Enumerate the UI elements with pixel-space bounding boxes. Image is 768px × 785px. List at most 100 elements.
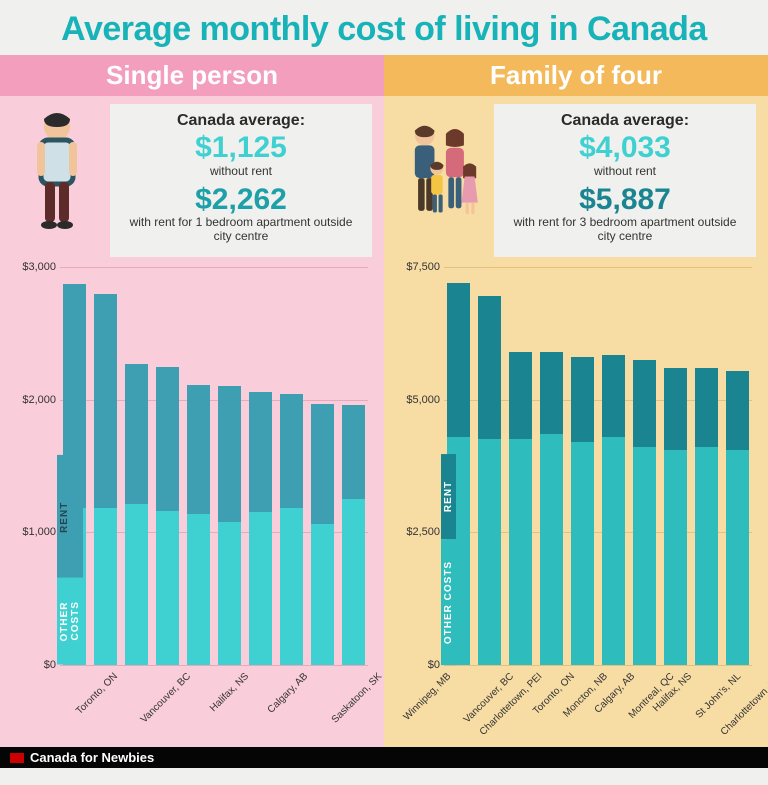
seg-rent <box>509 352 532 440</box>
seg-other <box>156 511 179 665</box>
page-title: Average monthly cost of living in Canada <box>0 10 768 49</box>
amt-with-rent: $5,887 <box>506 184 744 216</box>
bar-legend: RENT OTHER COSTS <box>57 455 83 665</box>
seg-rent <box>478 296 501 439</box>
seg-other <box>218 522 241 665</box>
seg-rent <box>311 404 334 525</box>
seg-rent <box>664 368 687 450</box>
seg-other <box>726 450 749 665</box>
legend-other: OTHER COSTS <box>441 539 456 665</box>
bars: RENT OTHER COSTS <box>444 267 752 665</box>
flag-icon <box>10 753 24 763</box>
bar <box>571 267 594 665</box>
bar <box>156 267 179 665</box>
seg-other <box>695 447 718 665</box>
seg-other <box>342 499 365 665</box>
seg-other <box>633 447 656 665</box>
panel-family: Family of four Canada average: $4,033 wi… <box>384 55 768 747</box>
seg-other <box>311 524 334 665</box>
seg-other <box>664 450 687 665</box>
title-bar: Average monthly cost of living in Canada <box>0 0 768 55</box>
sub-with-rent: with rent for 3 bedroom apartment outsid… <box>506 215 744 243</box>
seg-other <box>571 442 594 665</box>
seg-rent <box>726 371 749 451</box>
seg-other <box>94 508 117 665</box>
y-tick-label: $0 <box>12 659 56 671</box>
bar <box>311 267 334 665</box>
seg-rent <box>571 357 594 442</box>
sub-without-rent: without rent <box>506 164 744 178</box>
bar <box>94 267 117 665</box>
amt-without-rent: $4,033 <box>506 132 744 164</box>
bar <box>695 267 718 665</box>
bar <box>478 267 501 665</box>
seg-other <box>280 508 303 665</box>
y-tick-label: $7,500 <box>396 261 440 273</box>
bar <box>602 267 625 665</box>
seg-rent <box>94 294 117 509</box>
seg-other <box>602 437 625 665</box>
avg-label: Canada average: <box>122 112 360 130</box>
single-person-icon <box>12 104 102 244</box>
seg-rent <box>249 392 272 513</box>
bar <box>664 267 687 665</box>
bar <box>187 267 210 665</box>
panel-body-single: Canada average: $1,125 without rent $2,2… <box>0 96 384 747</box>
seg-rent <box>125 364 148 505</box>
seg-rent <box>602 355 625 437</box>
y-tick-label: $0 <box>396 659 440 671</box>
seg-other <box>478 439 501 665</box>
bars: RENT OTHER COSTS <box>60 267 368 665</box>
y-tick-label: $2,000 <box>12 394 56 406</box>
bar <box>726 267 749 665</box>
seg-rent <box>218 386 241 521</box>
panel-header-family: Family of four <box>384 55 768 96</box>
summary-single: Canada average: $1,125 without rent $2,2… <box>12 104 372 257</box>
seg-other <box>125 504 148 665</box>
bar <box>280 267 303 665</box>
amt-with-rent: $2,262 <box>122 184 360 216</box>
sub-without-rent: without rent <box>122 164 360 178</box>
x-axis: Toronto, ONVancouver, BCHalifax, NSCalga… <box>60 665 368 743</box>
infographic: Average monthly cost of living in Canada… <box>0 0 768 768</box>
legend-rent: RENT <box>441 454 456 539</box>
seg-rent <box>156 367 179 512</box>
panel-body-family: Canada average: $4,033 without rent $5,8… <box>384 96 768 747</box>
panel-header-single: Single person <box>0 55 384 96</box>
seg-other <box>540 434 563 665</box>
bar <box>633 267 656 665</box>
seg-rent <box>280 394 303 508</box>
chart-single: $0 $1,000 $2,000 $3,000 RENT OTHER COSTS <box>12 263 372 743</box>
summary-box-family: Canada average: $4,033 without rent $5,8… <box>494 104 756 257</box>
panels-row: Single person Canada average: $1,125 wit… <box>0 55 768 747</box>
y-tick-label: $5,000 <box>396 394 440 406</box>
y-tick-label: $3,000 <box>12 261 56 273</box>
summary-box-single: Canada average: $1,125 without rent $2,2… <box>110 104 372 257</box>
seg-other <box>187 514 210 665</box>
seg-rent <box>695 368 718 448</box>
amt-without-rent: $1,125 <box>122 132 360 164</box>
avg-label: Canada average: <box>506 112 744 130</box>
bar <box>249 267 272 665</box>
sub-with-rent: with rent for 1 bedroom apartment outsid… <box>122 215 360 243</box>
bar: RENT OTHER COSTS <box>63 267 86 665</box>
legend-rent: RENT <box>57 455 83 579</box>
seg-other <box>509 439 532 665</box>
seg-rent <box>540 352 563 434</box>
bar <box>540 267 563 665</box>
family-icon <box>396 104 486 244</box>
seg-rent <box>447 283 470 437</box>
bar <box>125 267 148 665</box>
seg-rent <box>187 385 210 514</box>
bar-legend: RENT OTHER COSTS <box>441 454 456 665</box>
bar <box>509 267 532 665</box>
y-tick-label: $2,500 <box>396 526 440 538</box>
summary-family: Canada average: $4,033 without rent $5,8… <box>396 104 756 257</box>
seg-rent <box>342 405 365 499</box>
panel-single: Single person Canada average: $1,125 wit… <box>0 55 384 747</box>
plot-area: $0$1,000$2,000$3,000 RENT OTHER COSTS <box>60 267 368 665</box>
x-axis: Vancouver, BCToronto, ONCalgary, ABHalif… <box>444 665 752 743</box>
bar <box>218 267 241 665</box>
legend-other: OTHER COSTS <box>57 578 83 665</box>
y-tick-label: $1,000 <box>12 526 56 538</box>
